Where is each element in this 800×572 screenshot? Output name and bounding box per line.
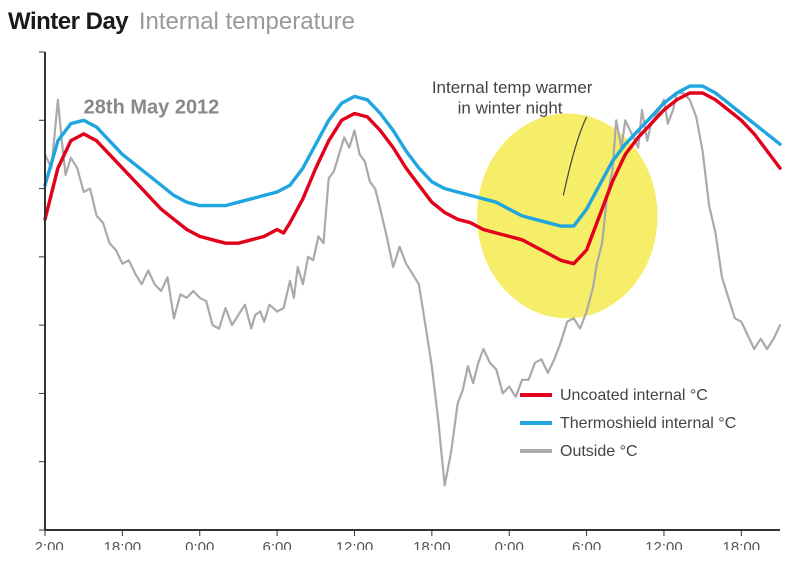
legend-label-thermoshield: Thermoshield internal °C — [560, 415, 736, 432]
chart: 8910111213141512:0018:000:006:0012:0018:… — [35, 40, 790, 550]
annotation-text-1: Internal temp warmer — [432, 78, 593, 97]
x-tick-label: 18:00 — [104, 539, 142, 550]
highlight-ellipse — [477, 113, 658, 318]
x-tick-label: 0:00 — [495, 539, 524, 550]
x-tick-label: 6:00 — [263, 539, 292, 550]
title-light: Internal temperature — [139, 8, 355, 35]
chart-svg: 8910111213141512:0018:000:006:0012:0018:… — [35, 40, 790, 550]
x-tick-label: 12:00 — [645, 539, 683, 550]
x-tick-label: 12:00 — [35, 539, 64, 550]
annotation-text-2: in winter night — [458, 98, 563, 117]
x-tick-label: 18:00 — [723, 539, 761, 550]
title-bold: Winter Day — [8, 8, 128, 35]
x-tick-label: 0:00 — [185, 539, 214, 550]
x-tick-label: 6:00 — [572, 539, 601, 550]
x-tick-label: 12:00 — [336, 539, 374, 550]
x-tick-label: 18:00 — [413, 539, 451, 550]
legend-label-uncoated: Uncoated internal °C — [560, 387, 708, 404]
date-label: 28th May 2012 — [84, 96, 220, 118]
chart-title: Winter Day Internal temperature — [8, 8, 355, 36]
legend-label-outside: Outside °C — [560, 443, 638, 460]
